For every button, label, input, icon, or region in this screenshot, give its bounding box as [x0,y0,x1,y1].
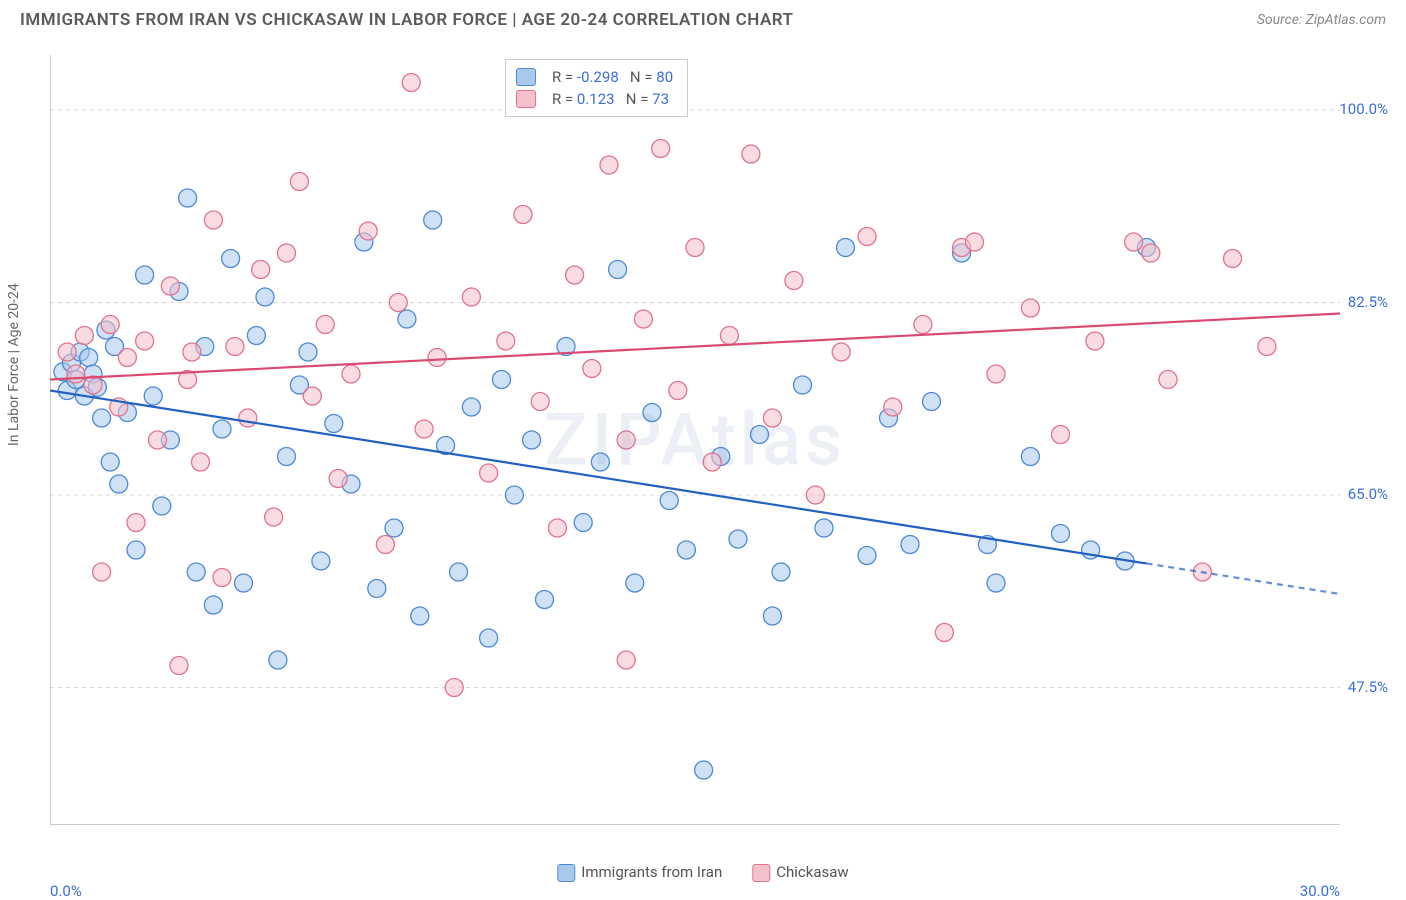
plot-area: ZIPAtlas R = -0.298 N = 80R = 0.123 N = … [50,55,1340,825]
corr-legend-row: R = 0.123 N = 73 [516,88,673,110]
legend-swatch [557,864,575,882]
legend-item: Immigrants from Iran [557,863,722,882]
chart-title: IMMIGRANTS FROM IRAN VS CHICKASAW IN LAB… [20,10,794,30]
legend-swatch [752,864,770,882]
corr-swatch [516,68,536,86]
corr-text: R = 0.123 N = 73 [552,88,669,110]
chart-container: IMMIGRANTS FROM IRAN VS CHICKASAW IN LAB… [0,0,1406,892]
source-label: Source: ZipAtlas.com [1257,12,1386,28]
y-tick-label: 82.5% [1348,293,1388,311]
legend-label: Immigrants from Iran [581,863,722,881]
y-tick-label: 65.0% [1348,485,1388,503]
chart-header: IMMIGRANTS FROM IRAN VS CHICKASAW IN LAB… [0,0,1406,30]
y-tick-label: 47.5% [1348,678,1388,696]
x-max-label: 30.0% [1300,882,1340,900]
y-tick-label: 100.0% [1339,100,1388,118]
correlation-legend: R = -0.298 N = 80R = 0.123 N = 73 [505,59,688,117]
x-min-label: 0.0% [50,882,82,900]
corr-legend-row: R = -0.298 N = 80 [516,66,673,88]
series-legend: Immigrants from Iran Chickasaw [557,863,848,882]
legend-label: Chickasaw [776,863,848,881]
corr-text: R = -0.298 N = 80 [552,66,673,88]
y-axis-label: In Labor Force | Age 20-24 [6,283,22,446]
legend-item: Chickasaw [752,863,848,882]
corr-swatch [516,90,536,108]
plot-svg [50,55,1340,825]
